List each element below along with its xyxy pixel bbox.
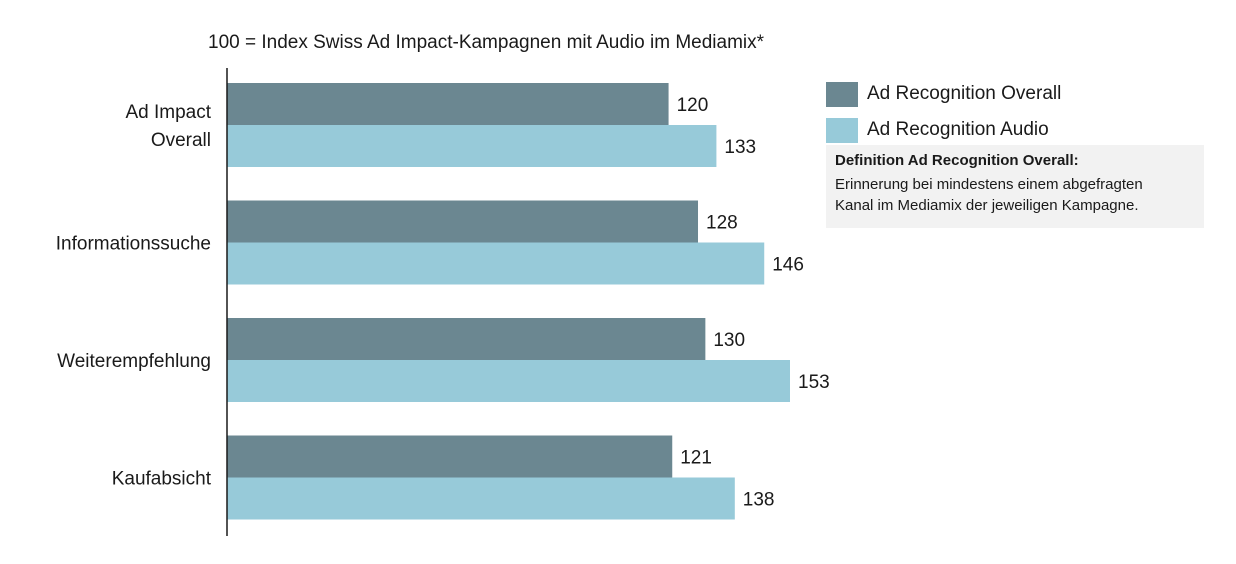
bar-overall-1 [227, 200, 699, 243]
bar-overall-0 [227, 83, 669, 125]
legend-item-audio: Ad Recognition Audio [826, 112, 1061, 148]
bar-overall-3 [227, 435, 673, 478]
legend: Ad Recognition Overall Ad Recognition Au… [826, 76, 1061, 148]
definition-text: Erinnerung bei mindestens einem abgefrag… [835, 174, 1195, 216]
data-label: 153 [798, 372, 830, 393]
category-label: Weiterempfehlung [57, 351, 211, 372]
legend-label-audio: Ad Recognition Audio [867, 119, 1049, 140]
legend-label-overall: Ad Recognition Overall [867, 83, 1062, 104]
bar-audio-2 [227, 360, 790, 402]
bar-audio-3 [227, 477, 735, 520]
bar-audio-1 [227, 242, 765, 285]
data-label: 121 [680, 448, 712, 469]
data-label: 128 [706, 213, 738, 234]
bar-audio-0 [227, 125, 717, 167]
definition-box: Definition Ad Recognition Overall: Erinn… [826, 145, 1204, 228]
definition-title: Definition Ad Recognition Overall: [835, 152, 1079, 169]
category-label: Kaufabsicht [112, 469, 212, 490]
legend-swatch-audio [826, 117, 858, 143]
category-label: Informationssuche [56, 234, 211, 255]
legend-item-overall: Ad Recognition Overall [826, 76, 1061, 112]
bar-overall-2 [227, 318, 706, 360]
category-label: Ad Impact [125, 102, 211, 123]
data-label: 120 [677, 95, 709, 116]
data-label: 146 [772, 255, 804, 276]
chart-subtitle: 100 = Index Swiss Ad Impact-Kampagnen mi… [208, 32, 765, 53]
data-label: 133 [724, 137, 756, 158]
data-label: 130 [713, 330, 745, 351]
legend-swatch-overall [826, 81, 858, 107]
definition-line: Erinnerung bei mindestens einem abgefrag… [835, 176, 1143, 193]
data-label: 138 [743, 490, 775, 511]
category-label: Overall [151, 130, 211, 151]
definition-line: Kanal im Mediamix der jeweiligen Kampagn… [835, 197, 1139, 214]
